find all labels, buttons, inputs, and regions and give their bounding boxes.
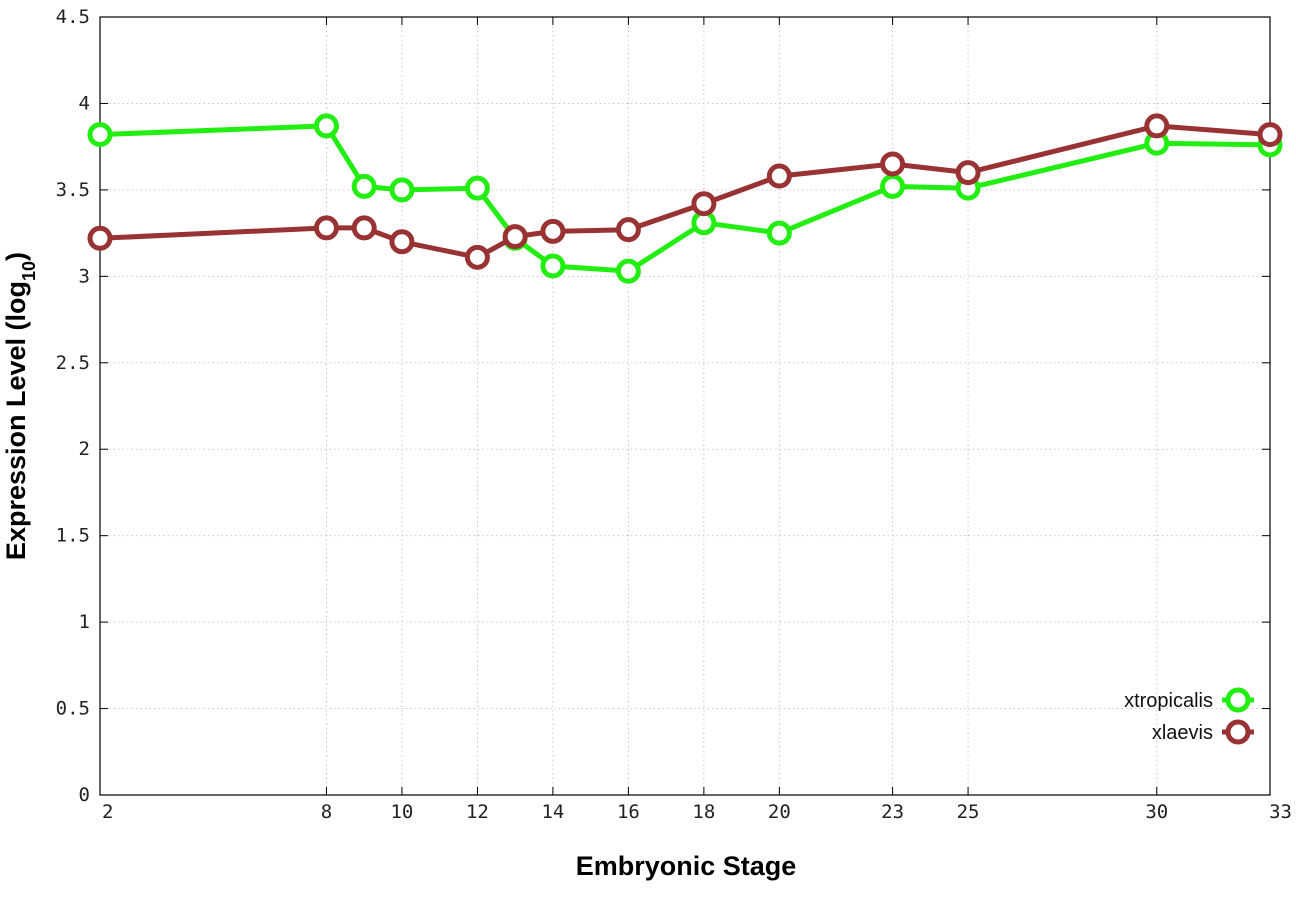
legend-marker-xtropicalis [1225, 687, 1251, 713]
data-point-xlaevis [389, 229, 415, 255]
x-tick-label: 25 [957, 801, 980, 823]
data-point-xlaevis [313, 215, 339, 241]
data-point-xtropicalis [87, 122, 113, 148]
data-point-xlaevis [955, 160, 981, 186]
data-point-xlaevis [615, 217, 641, 243]
x-axis-title: Embryonic Stage [576, 851, 797, 881]
data-point-xtropicalis [615, 258, 641, 284]
x-tick-label: 8 [321, 801, 332, 823]
x-tick-label: 2 [102, 801, 113, 823]
x-tick-label: 14 [541, 801, 564, 823]
data-point-xlaevis [464, 244, 490, 270]
y-tick-label: 0 [79, 784, 90, 806]
x-tick-label: 18 [692, 801, 715, 823]
plot-frame [99, 16, 1271, 796]
y-tick-label: 1.5 [56, 525, 90, 547]
data-point-xlaevis [1144, 113, 1170, 139]
data-point-xtropicalis [464, 175, 490, 201]
data-point-xtropicalis [540, 253, 566, 279]
x-tick-label: 33 [1269, 801, 1292, 823]
x-tick-labels: 2 8 10 12 14 16 18 20 23 25 30 33 [102, 801, 1292, 823]
y-tick-label: 4 [79, 92, 90, 114]
series-xlaevis [87, 113, 1283, 270]
y-axis-title-close: ) [1, 252, 31, 261]
data-point-xlaevis [1257, 122, 1283, 148]
y-axis-title: Expression Level (log10) [1, 252, 39, 560]
y-tick-label: 2 [79, 438, 90, 460]
data-point-xlaevis [502, 224, 528, 250]
data-point-xtropicalis [766, 220, 792, 246]
data-point-xlaevis [880, 151, 906, 177]
legend-marker-xlaevis [1225, 719, 1251, 745]
data-point-xtropicalis [389, 177, 415, 203]
x-tick-label: 30 [1145, 801, 1168, 823]
y-tick-label: 2.5 [56, 352, 90, 374]
axis-ticks [99, 16, 1271, 796]
data-point-xtropicalis [351, 173, 377, 199]
x-tick-label: 23 [881, 801, 904, 823]
data-point-xtropicalis [880, 173, 906, 199]
data-point-xlaevis [691, 191, 717, 217]
legend: xtropicalis xlaevis [1124, 687, 1254, 745]
series-layer [87, 113, 1283, 284]
data-point-xlaevis [351, 215, 377, 241]
data-point-xtropicalis [313, 113, 339, 139]
y-tick-label: 1 [79, 611, 90, 633]
y-tick-label: 4.5 [56, 6, 90, 28]
x-tick-label: 12 [466, 801, 489, 823]
series-line-xtropicalis [99, 123, 1271, 274]
data-point-xlaevis [540, 218, 566, 244]
y-tick-label: 3.5 [56, 179, 90, 201]
y-tick-labels: 0 0.5 1 1.5 2 2.5 3 3.5 4 4.5 [56, 6, 90, 806]
y-tick-label: 0.5 [56, 698, 90, 720]
grid-lines [100, 17, 1270, 795]
x-tick-label: 16 [617, 801, 640, 823]
x-tick-label: 20 [768, 801, 791, 823]
data-point-xlaevis [87, 225, 113, 251]
x-tick-label: 10 [390, 801, 413, 823]
legend-label-xtropicalis: xtropicalis [1124, 690, 1213, 712]
data-point-xlaevis [766, 163, 792, 189]
y-axis-title-main: Expression Level (log [1, 281, 31, 560]
legend-label-xlaevis: xlaevis [1152, 722, 1213, 744]
y-axis-title-subscript: 10 [19, 261, 39, 281]
y-tick-label: 3 [79, 265, 90, 287]
